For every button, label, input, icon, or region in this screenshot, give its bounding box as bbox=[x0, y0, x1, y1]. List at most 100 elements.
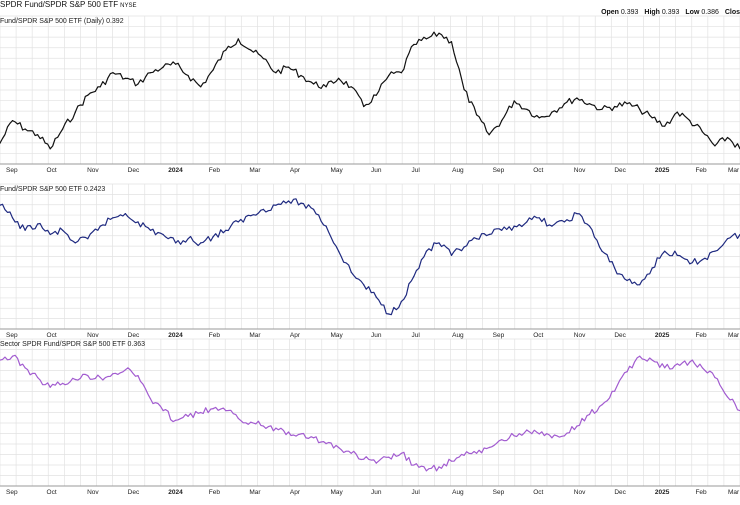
chart-title-text: SPDR Fund/SPDR S&P 500 ETF bbox=[0, 0, 119, 9]
data-point bbox=[689, 263, 691, 265]
x-tick-label: Oct bbox=[533, 489, 543, 496]
data-point bbox=[287, 66, 290, 68]
data-point bbox=[425, 38, 427, 40]
data-point bbox=[237, 221, 239, 223]
close-label: Clos bbox=[724, 9, 740, 16]
x-tick-label: Oct bbox=[533, 332, 543, 339]
data-point bbox=[87, 94, 89, 96]
data-point bbox=[37, 376, 39, 379]
data-point bbox=[726, 136, 729, 139]
data-point bbox=[639, 284, 641, 286]
x-tick-label: Aug bbox=[452, 167, 464, 174]
data-point bbox=[400, 452, 402, 454]
x-tick-label: Sep bbox=[6, 489, 18, 496]
open-label: Open bbox=[601, 9, 619, 16]
x-tick-label: Jul bbox=[412, 332, 421, 339]
data-point bbox=[689, 361, 691, 363]
data-point bbox=[400, 300, 402, 302]
ohlc-readout: Open 0.393 High 0.393 Low 0.386 Clos bbox=[601, 9, 740, 16]
data-point bbox=[200, 242, 202, 244]
data-point bbox=[275, 72, 277, 74]
data-point bbox=[588, 225, 591, 227]
x-tick-label: Dec bbox=[614, 489, 626, 496]
data-point bbox=[501, 229, 503, 231]
data-point bbox=[325, 443, 327, 445]
data-point bbox=[37, 134, 39, 136]
data-point bbox=[463, 89, 465, 91]
x-tick-label: Oct bbox=[47, 167, 57, 174]
data-point bbox=[438, 466, 440, 468]
x-tick-label: Dec bbox=[614, 167, 626, 174]
data-point bbox=[563, 103, 566, 105]
data-point bbox=[614, 105, 616, 108]
data-point bbox=[413, 43, 415, 46]
data-point bbox=[187, 238, 189, 240]
data-point bbox=[363, 105, 365, 108]
x-tick-label: Mar bbox=[249, 332, 261, 339]
data-point bbox=[413, 464, 415, 466]
data-point bbox=[350, 452, 352, 454]
data-point bbox=[526, 108, 528, 110]
data-point bbox=[563, 435, 566, 437]
data-point bbox=[476, 452, 478, 454]
x-tick-label: Apr bbox=[290, 332, 301, 339]
data-point bbox=[99, 225, 101, 227]
data-point bbox=[11, 217, 14, 219]
data-point bbox=[488, 446, 490, 449]
data-point bbox=[538, 117, 540, 119]
data-point bbox=[24, 367, 26, 369]
data-point bbox=[313, 437, 315, 439]
data-point bbox=[588, 103, 591, 105]
data-point bbox=[137, 375, 139, 377]
data-point bbox=[225, 49, 227, 51]
x-tick-label: May bbox=[330, 332, 343, 339]
data-point bbox=[726, 396, 729, 398]
pane-2: Sep Oct Nov Dec 2024 Feb Mar Apr May Jun Jul Aug Sep… bbox=[0, 183, 740, 339]
data-point bbox=[287, 200, 290, 202]
x-tick-label: Mar bbox=[728, 332, 740, 339]
x-tick-label: Nov bbox=[574, 167, 586, 174]
x-tick-label: Nov bbox=[87, 167, 99, 174]
x-tick-label: Feb bbox=[695, 332, 707, 339]
data-point bbox=[87, 238, 89, 240]
x-tick-label: Jul bbox=[412, 489, 421, 496]
data-point bbox=[488, 134, 490, 136]
data-point bbox=[338, 77, 340, 79]
data-point bbox=[137, 221, 139, 223]
x-tick-label: Jun bbox=[371, 167, 382, 174]
x-tick-label: Sep bbox=[6, 167, 18, 174]
data-point bbox=[87, 375, 89, 377]
data-point bbox=[149, 72, 152, 74]
x-tick-label: Jun bbox=[371, 332, 382, 339]
data-point bbox=[676, 111, 678, 113]
data-point bbox=[187, 415, 189, 417]
data-point bbox=[237, 417, 239, 419]
data-point bbox=[74, 111, 76, 113]
data-point bbox=[0, 204, 1, 206]
data-point bbox=[689, 120, 691, 122]
data-point bbox=[463, 454, 465, 456]
data-point bbox=[0, 142, 1, 144]
data-point bbox=[149, 229, 152, 231]
low-label: Low bbox=[685, 9, 700, 16]
x-tick-label: Mar bbox=[728, 489, 740, 496]
data-point bbox=[275, 427, 277, 429]
data-point bbox=[325, 86, 327, 88]
data-point bbox=[438, 242, 440, 244]
x-tick-label: May bbox=[330, 167, 343, 174]
data-point bbox=[651, 117, 653, 119]
chart-title: SPDR Fund/SPDR S&P 500 ETF NYSE bbox=[0, 0, 136, 9]
data-point bbox=[300, 202, 302, 204]
exchange-label: NYSE bbox=[120, 3, 137, 9]
x-tick-label: Nov bbox=[87, 332, 99, 339]
data-point bbox=[225, 229, 227, 231]
data-point bbox=[463, 246, 465, 248]
series-line-pane-3 bbox=[0, 354, 740, 472]
data-point bbox=[714, 376, 716, 379]
data-point bbox=[350, 271, 352, 273]
data-point bbox=[137, 83, 139, 85]
x-tick-label: 2024 bbox=[168, 332, 183, 339]
x-tick-label: Jun bbox=[371, 489, 382, 496]
